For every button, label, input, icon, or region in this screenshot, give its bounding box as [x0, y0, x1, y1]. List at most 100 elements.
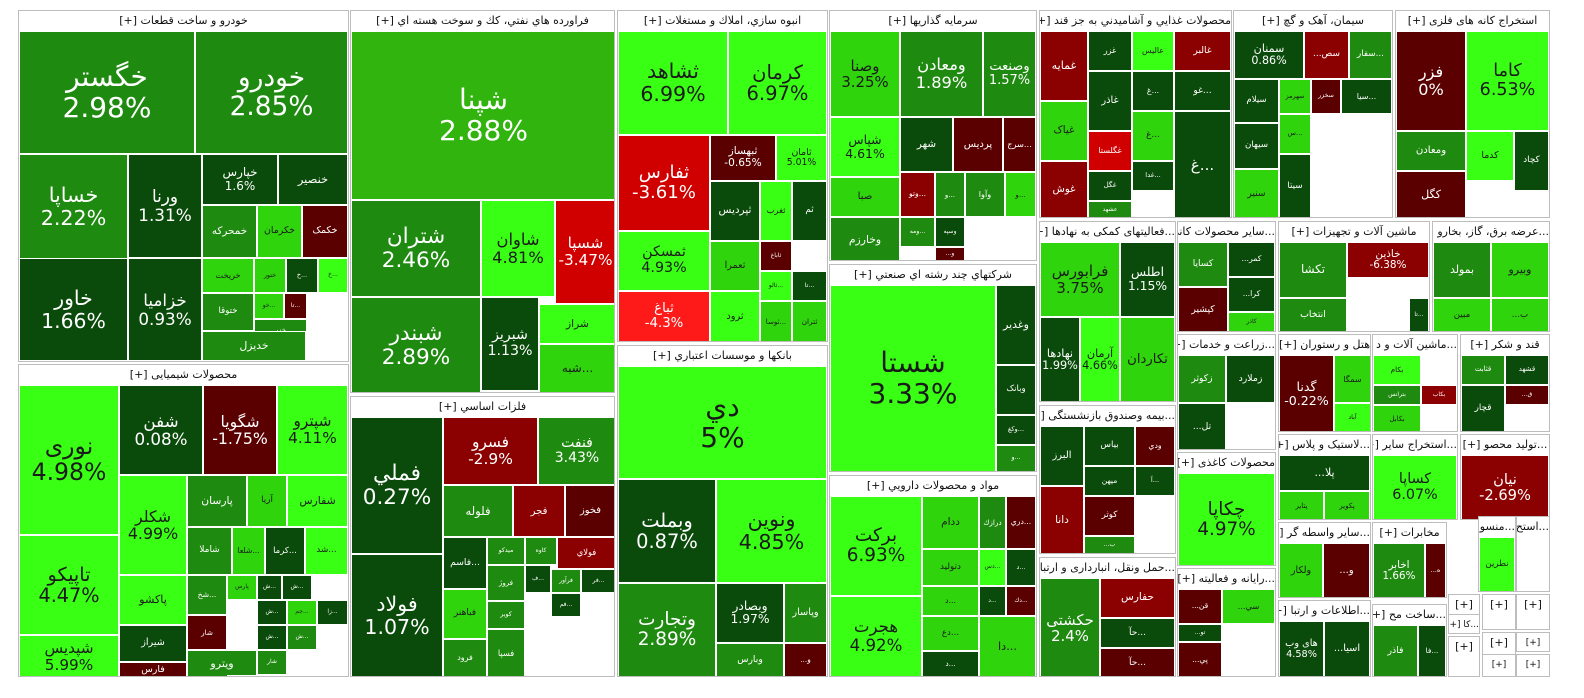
stock-tile[interactable]: فخوز [565, 485, 614, 537]
stock-tile[interactable]: ومه... [900, 217, 935, 247]
stock-tile[interactable]: سخزر [1311, 79, 1341, 114]
stock-tile[interactable]: شفارس [287, 475, 348, 527]
stock-tile[interactable]: فم... [551, 593, 581, 617]
sector-title[interactable]: ...ساخت مح [+] [1373, 608, 1446, 621]
stock-tile[interactable]: غ... [1174, 111, 1231, 217]
stock-tile[interactable]: گدنا -0.22% [1279, 355, 1334, 431]
stock-tile[interactable]: پکویر [1324, 491, 1370, 519]
sector-2[interactable]: فراورده هاي نفتي، كك و سوخت هسته اي [+] ش… [350, 10, 615, 393]
sector-title[interactable]: [+] [1491, 660, 1507, 670]
sector-title[interactable]: ...اطلاعات و ارتبا [+] [1279, 604, 1370, 617]
sector-title[interactable]: محصولات کاغذی [+] [1178, 456, 1275, 469]
stock-tile[interactable]: ش... [282, 575, 312, 600]
sector-13[interactable]: سیمان، آهک و گچ [+] سمنان 0.86% ...سص سفار..… [1233, 10, 1393, 218]
sector-title[interactable]: محصولات غذايي و آشاميدني به جز قند [+] [1040, 14, 1231, 27]
stock-tile[interactable]: شاوان 4.81% [481, 200, 555, 297]
stock-tile[interactable]: وآوا [965, 172, 1005, 217]
sector-title[interactable]: قند و شکر [+] [1470, 338, 1540, 351]
sector-21[interactable]: قند و شکر [+] قثابت قشهد ...ق قچار [1460, 334, 1550, 432]
stock-tile[interactable]: کویر [487, 601, 525, 629]
stock-tile[interactable]: دع... [922, 616, 979, 651]
stock-tile[interactable]: ثپردیس [710, 181, 760, 241]
stock-tile[interactable]: های وب 4.58% [1279, 621, 1324, 676]
stock-tile[interactable]: برکت 6.93% [830, 496, 922, 596]
stock-tile[interactable]: کرما... [265, 527, 305, 575]
stock-tile[interactable]: دس... [979, 549, 1006, 586]
stock-tile[interactable]: ثعمرا [710, 241, 760, 291]
stock-tile[interactable]: شپاس 4.61% [830, 117, 900, 177]
stock-tile[interactable]: هجرت 4.92% [830, 596, 922, 676]
stock-tile[interactable]: ...ب [1084, 536, 1135, 553]
stock-tile[interactable]: بترانس [1373, 385, 1421, 405]
stock-tile[interactable]: کوثر [1084, 496, 1135, 536]
sector-title[interactable]: ...استح [+] [1517, 520, 1549, 533]
stock-tile[interactable]: و... [1005, 172, 1036, 217]
stock-tile[interactable]: دانا [1040, 486, 1084, 553]
stock-tile[interactable]: سیتا [1279, 154, 1311, 217]
sector-title[interactable]: مواد و محصولات دارويي [+] [866, 479, 1000, 492]
sector-title[interactable]: [+] [1524, 598, 1542, 611]
stock-tile[interactable]: کاما 6.53% [1466, 31, 1549, 131]
stock-tile[interactable]: زا... [317, 600, 348, 625]
stock-tile[interactable]: قشهد [1505, 355, 1549, 385]
stock-tile[interactable]: شراز [539, 304, 614, 344]
stock-tile[interactable]: دري... [1006, 496, 1036, 549]
stock-tile[interactable]: سیهان [1234, 123, 1279, 169]
stock-tile[interactable]: شپترو 4.11% [277, 385, 348, 475]
stock-tile[interactable]: فجر [513, 485, 565, 537]
stock-tile[interactable]: کگل [1396, 171, 1466, 217]
stock-tile[interactable]: جم... [287, 600, 317, 625]
stock-tile[interactable]: ویترو [187, 650, 257, 676]
stock-tile[interactable]: تاپیکو 4.47% [19, 535, 119, 635]
stock-tile[interactable]: خنصیر [278, 154, 348, 205]
stock-tile[interactable]: خاور 1.66% [19, 258, 128, 361]
stock-tile[interactable]: د... [979, 586, 1006, 616]
stock-tile[interactable]: فزر 0% [1396, 31, 1466, 131]
stock-tile[interactable]: وبارس [716, 643, 784, 676]
sector-title[interactable]: ...بیمه وصندوق بازنشستگی [+] [1040, 409, 1175, 422]
stock-tile[interactable]: میدکو [487, 537, 525, 565]
sector-title[interactable]: [+] [1455, 640, 1473, 653]
stock-tile[interactable]: بکابل [1373, 405, 1421, 431]
stock-tile[interactable]: سنیر [1234, 169, 1279, 217]
stock-tile[interactable]: حفارس [1100, 578, 1175, 618]
sector-39[interactable]: [+] [1516, 632, 1550, 652]
sector-title[interactable]: مخابرات [+] [1379, 526, 1440, 539]
sector-title[interactable]: شرکتهاي چند رشته اي صنعتي [+] [854, 268, 1012, 281]
sector-35[interactable]: [+] [1482, 594, 1516, 630]
stock-tile[interactable]: خکرمان [257, 205, 302, 258]
stock-tile[interactable]: ثم [792, 181, 827, 241]
stock-tile[interactable]: ثرود [710, 291, 760, 341]
stock-tile[interactable]: ددام [922, 496, 979, 549]
stock-tile[interactable]: زملارد [1226, 355, 1275, 403]
stock-tile[interactable]: تا... [284, 293, 307, 319]
stock-tile[interactable]: حکشتی 2.4% [1040, 578, 1100, 676]
stock-tile[interactable]: د... [1006, 549, 1036, 586]
stock-tile[interactable]: ثامان 5.01% [776, 135, 827, 181]
stock-tile[interactable]: فباهنر [443, 589, 487, 639]
stock-tile[interactable]: پارسان [187, 475, 247, 527]
sector-title[interactable]: ...لاستیک و پلاس [+] [1279, 438, 1370, 451]
stock-tile[interactable]: چکاپا 4.97% [1178, 473, 1275, 565]
sector-14[interactable]: استخراج کانه های فلزی [+] فزر 0% کاما 6.53% و… [1395, 10, 1550, 218]
sector-34[interactable]: ...کا [+] [1448, 614, 1480, 634]
stock-tile[interactable]: شبریز 1.13% [481, 297, 539, 391]
stock-tile[interactable]: کسایا [1178, 242, 1228, 287]
stock-tile[interactable]: و... [996, 445, 1036, 471]
stock-tile[interactable]: فسپا [487, 629, 525, 676]
stock-tile[interactable]: کرمان 6.97% [728, 31, 827, 135]
stock-tile[interactable]: د... [922, 651, 979, 676]
stock-tile[interactable]: تا... [1409, 298, 1429, 331]
stock-tile[interactable]: ثبهساز -0.65% [710, 135, 776, 181]
stock-tile[interactable]: ...و [935, 247, 965, 260]
stock-tile[interactable]: زکوثر [1178, 355, 1226, 403]
stock-tile[interactable]: ودي [1135, 426, 1175, 466]
stock-tile[interactable]: خپارس 1.6% [202, 154, 278, 205]
stock-tile[interactable]: ف... [525, 565, 551, 593]
stock-tile[interactable]: فولاد 1.07% [351, 554, 443, 676]
stock-tile[interactable]: ...ق [1505, 385, 1549, 405]
stock-tile[interactable]: ...قن [1178, 589, 1222, 624]
stock-tile[interactable]: شپنا 2.88% [351, 31, 614, 200]
sector-23[interactable]: ...لاستیک و پلاس [+] ...پلا پتایر پکویر [1278, 434, 1371, 520]
